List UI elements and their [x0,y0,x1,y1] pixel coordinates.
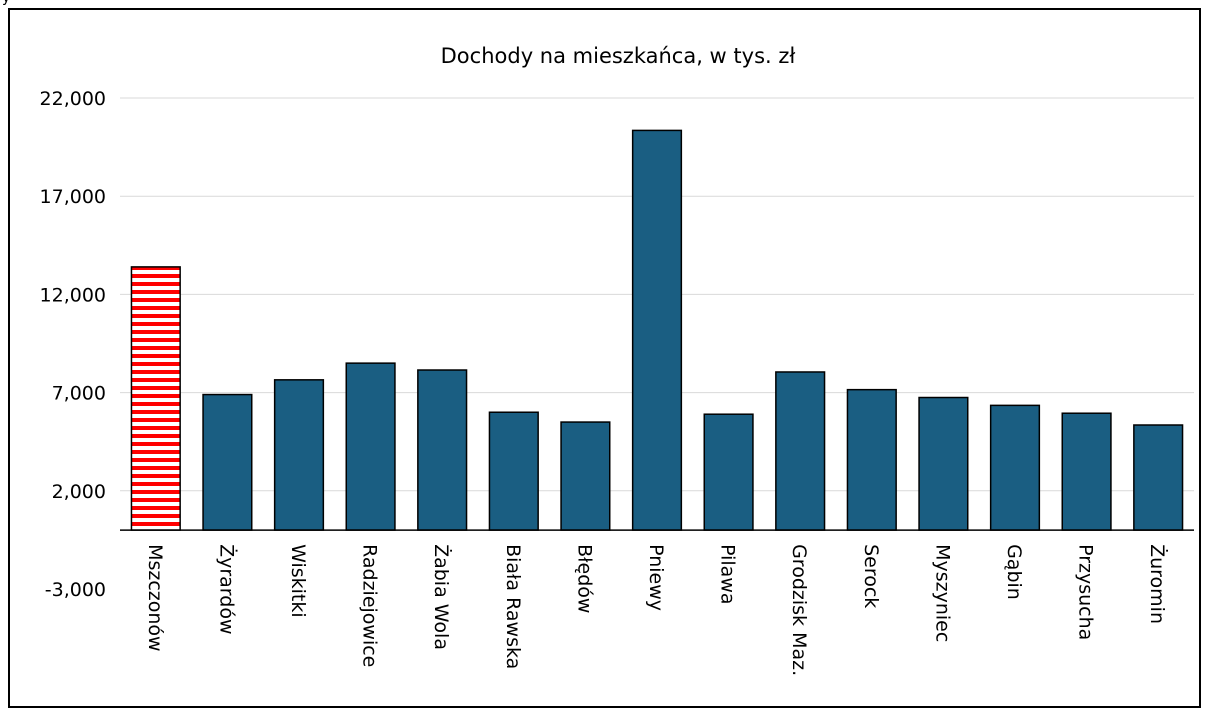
y-tick-label: 17,000 [40,186,106,208]
bar [345,362,396,531]
bar [631,129,683,531]
y-tick-label: 12,000 [40,284,106,306]
bar [417,369,468,531]
y-axis-ticks: 22,000 17,000 12,000 7,000 2,000 -3,000 [40,88,106,601]
category-labels: Mszczonów Żyrardów Wiskitki Radziejowice Żab… [144,544,1169,676]
bar [775,371,826,531]
bar [1061,412,1112,531]
category-label: Mszczonów [144,544,166,652]
bars [130,129,1184,531]
category-label: Serock [860,544,882,608]
bar [130,266,181,531]
y-tick-label: 7,000 [52,383,106,405]
category-label: Błędów [573,544,595,613]
y-tick-label: -3,000 [45,579,106,601]
bar [703,413,754,531]
category-label: Myszyniec [931,544,953,642]
category-label: Żuromin [1146,544,1169,624]
bar [989,404,1041,531]
category-label: Biała Rawska [502,544,524,669]
bar [488,411,539,531]
category-label: Grodzisk Maz. [788,544,810,676]
bar [273,379,325,531]
category-label: Żabia Wola [430,544,453,650]
category-label: Pilawa [717,544,739,604]
chart-frame: Dochody na mieszkańca, w tys. zł 22,000 1… [8,8,1201,708]
y-tick-label: 2,000 [52,481,106,503]
bar [918,396,969,531]
bar [560,421,611,531]
bar [846,388,897,531]
category-label: Gąbin [1003,544,1025,600]
bar-chart: Dochody na mieszkańca, w tys. zł 22,000 1… [40,44,1194,676]
category-label: Pniewy [645,544,667,611]
y-tick-label: 22,000 [40,88,106,110]
chart-title: Dochody na mieszkańca, w tys. zł [441,44,796,68]
bar [202,393,253,531]
bar [1133,424,1184,531]
category-label: Radziejowice [359,544,381,667]
category-label: Przysucha [1075,544,1097,640]
category-label: Żyrardów [215,544,238,634]
corner-fragment: y [2,0,10,6]
category-label: Wiskitki [287,544,309,618]
